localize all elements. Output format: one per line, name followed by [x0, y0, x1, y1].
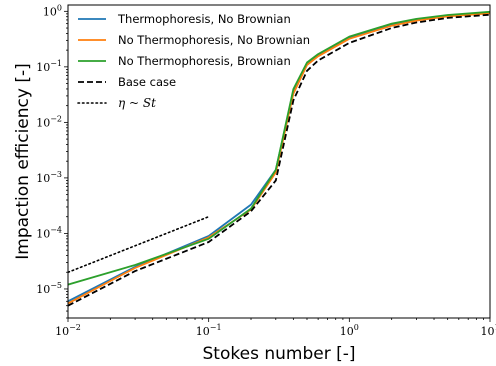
series-line-4	[68, 215, 210, 274]
x-tick-label-1: 10−1	[196, 323, 222, 338]
legend-label-2: No Thermophoresis, Brownian	[118, 54, 291, 68]
series-layer	[68, 10, 490, 307]
x-axis-label: Stokes number [-]	[203, 344, 356, 364]
legend-label-4: η ~ St	[118, 96, 156, 110]
legend-label-0: Thermophoresis, No Brownian	[117, 12, 291, 26]
y-tick-label-4: 10−1	[36, 59, 62, 74]
legend-label-3: Base case	[118, 75, 176, 89]
legend-label-1: No Thermophoresis, No Brownian	[118, 33, 310, 47]
x-tick-label-0: 10−2	[55, 323, 81, 338]
x-tick-label-3: 101	[480, 323, 496, 338]
y-tick-label-3: 10−2	[36, 114, 62, 129]
axis-ticks: 10−2 10−1 100 101 10−5 10−4 10−3 10−2 10−1 100	[36, 3, 496, 338]
series-line-3	[68, 13, 490, 307]
series-line-1	[68, 12, 490, 305]
legend: Thermophoresis, No Brownian No Thermophor…	[77, 12, 310, 110]
series-line-2	[68, 10, 490, 286]
x-tick-label-2: 100	[340, 323, 359, 338]
y-tick-label-2: 10−3	[36, 170, 62, 185]
y-tick-label-0: 10−5	[36, 281, 62, 296]
y-axis-label: Impaction efficiency [-]	[13, 63, 33, 260]
y-tick-label-1: 10−4	[36, 225, 62, 240]
y-tick-label-5: 100	[43, 3, 62, 18]
